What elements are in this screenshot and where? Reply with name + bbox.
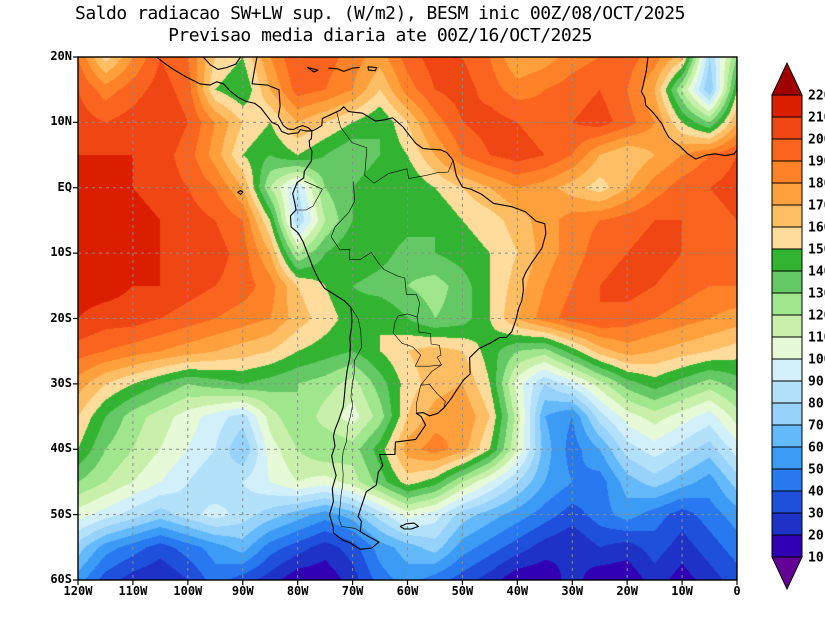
y-tick-label: 20N bbox=[50, 49, 72, 63]
coastlines bbox=[156, 56, 738, 550]
y-tick-label: EQ bbox=[57, 179, 72, 194]
country-border bbox=[330, 181, 442, 414]
colorbar-label: 120 bbox=[808, 309, 825, 324]
y-tick-label: 40S bbox=[50, 441, 72, 456]
y-tick-label: 30S bbox=[50, 375, 72, 390]
x-tick-label: 120W bbox=[63, 584, 93, 598]
colorbar-label: 170 bbox=[808, 199, 825, 214]
colorbar-cell bbox=[771, 226, 803, 250]
x-tick-label: 30W bbox=[561, 584, 584, 598]
colorbar-label: 10 bbox=[808, 551, 824, 566]
colorbar-label: 130 bbox=[808, 287, 825, 302]
colorbar-cell bbox=[771, 402, 803, 426]
colorbar-cell bbox=[771, 248, 803, 272]
colorbar-label: 30 bbox=[808, 507, 824, 522]
colorbar-cell bbox=[771, 292, 803, 316]
colorbar-label: 190 bbox=[808, 155, 825, 170]
colorbar-cell bbox=[771, 490, 803, 514]
colorbar-cell bbox=[771, 534, 803, 558]
coastline bbox=[399, 522, 420, 530]
country-borders bbox=[296, 111, 454, 532]
colorbar-cell bbox=[771, 204, 803, 228]
coastline bbox=[328, 66, 360, 72]
x-tick-label: 110W bbox=[118, 584, 148, 598]
colorbar-cell bbox=[771, 138, 803, 162]
x-tick-label: 20W bbox=[616, 584, 638, 598]
coastline bbox=[367, 66, 378, 72]
colorbar: 220 210 200 190 180 170 160 150 140 130 120 110 100 9… bbox=[771, 61, 825, 591]
colorbar-label: 80 bbox=[808, 397, 824, 412]
colorbar-cell bbox=[771, 358, 803, 382]
colorbar-cell bbox=[771, 160, 803, 184]
country-border bbox=[392, 313, 442, 367]
colorbar-cell bbox=[771, 94, 803, 118]
y-tick-label: 50S bbox=[50, 506, 72, 521]
colorbar-bottom-arrow bbox=[771, 556, 803, 591]
colorbar-label: 110 bbox=[808, 331, 825, 346]
chart-subtitle: Previsao media diaria ate 00Z/16/OCT/202… bbox=[168, 25, 592, 46]
x-tick-label: 50W bbox=[451, 584, 474, 598]
coastline bbox=[307, 66, 319, 73]
x-tick-label: 90W bbox=[231, 584, 254, 598]
country-border bbox=[336, 111, 454, 184]
x-tick-label: 60W bbox=[396, 584, 419, 598]
colorbar-label: 160 bbox=[808, 221, 825, 236]
colorbar-cell bbox=[771, 336, 803, 360]
colorbar-label: 100 bbox=[808, 353, 825, 368]
y-tick-label: 10N bbox=[50, 114, 72, 129]
colorbar-cell bbox=[771, 314, 803, 338]
colorbar-label: 20 bbox=[808, 529, 824, 544]
colorbar-label: 150 bbox=[808, 243, 825, 258]
colorbar-label: 220 bbox=[808, 89, 825, 104]
colorbar-label: 200 bbox=[808, 133, 825, 148]
colorbar-label: 50 bbox=[808, 463, 824, 478]
coastline bbox=[237, 189, 244, 195]
coastline bbox=[156, 56, 312, 135]
colorbar-label: 70 bbox=[808, 419, 824, 434]
coastline bbox=[202, 56, 242, 70]
colorbar-label: 140 bbox=[808, 265, 825, 280]
country-border bbox=[420, 384, 446, 409]
colorbar-label: 40 bbox=[808, 485, 824, 500]
x-tick-label: 40W bbox=[506, 584, 529, 598]
country-border bbox=[338, 307, 362, 532]
colorbar-cell bbox=[771, 512, 803, 536]
x-tick-label: 70W bbox=[341, 584, 364, 598]
coastline bbox=[251, 56, 313, 132]
y-tick-label: 20S bbox=[50, 310, 72, 325]
x-tick-label: 100W bbox=[173, 584, 203, 598]
colorbar-cell bbox=[771, 424, 803, 448]
coastline bbox=[289, 106, 547, 550]
x-tick-label: 0 bbox=[733, 584, 741, 598]
axes-frame bbox=[73, 56, 738, 585]
colorbar-cell bbox=[771, 446, 803, 470]
colorbar-label: 210 bbox=[808, 111, 825, 126]
coastline bbox=[640, 56, 738, 160]
gridlines bbox=[78, 57, 737, 580]
y-tick-label: 60S bbox=[50, 572, 72, 586]
chart-title: Saldo radiacao SW+LW sup. (W/m2), BESM i… bbox=[75, 3, 685, 24]
colorbar-label: 180 bbox=[808, 177, 825, 192]
colorbar-label: 60 bbox=[808, 441, 824, 456]
colorbar-cell bbox=[771, 468, 803, 492]
colorbar-cell bbox=[771, 182, 803, 206]
country-border bbox=[296, 180, 323, 211]
colorbar-cell bbox=[771, 116, 803, 140]
y-tick-label: 10S bbox=[50, 245, 72, 260]
colorbar-cell bbox=[771, 380, 803, 404]
colorbar-cell bbox=[771, 270, 803, 294]
x-tick-label: 80W bbox=[286, 584, 309, 598]
colorbar-label: 90 bbox=[808, 375, 824, 390]
x-tick-label: 10W bbox=[671, 584, 693, 598]
colorbar-top-arrow bbox=[771, 61, 803, 96]
